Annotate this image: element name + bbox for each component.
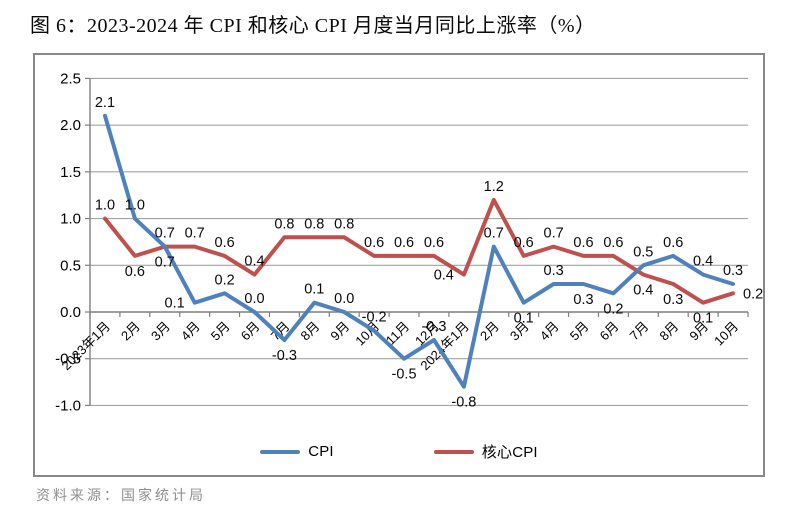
svg-text:-0.8: -0.8 (451, 395, 476, 411)
svg-text:0.8: 0.8 (334, 216, 354, 232)
svg-text:4月: 4月 (537, 319, 562, 344)
svg-text:0.0: 0.0 (60, 304, 81, 321)
svg-text:2.1: 2.1 (95, 95, 115, 111)
svg-text:0.4: 0.4 (434, 268, 454, 284)
svg-text:0.5: 0.5 (633, 244, 653, 260)
svg-text:0.6: 0.6 (573, 235, 593, 251)
svg-text:4月: 4月 (178, 319, 203, 344)
svg-text:5月: 5月 (208, 319, 233, 344)
svg-text:0.6: 0.6 (364, 235, 384, 251)
svg-text:0.2: 0.2 (743, 286, 763, 302)
svg-text:-0.5: -0.5 (55, 351, 81, 368)
svg-text:0.7: 0.7 (155, 255, 175, 271)
svg-text:0.3: 0.3 (573, 292, 593, 308)
svg-text:0.5: 0.5 (60, 257, 81, 274)
svg-text:7月: 7月 (627, 319, 652, 344)
svg-text:0.4: 0.4 (244, 254, 264, 270)
source-note: 资料来源：国家统计局 (36, 489, 206, 504)
chart-legend: CPI 核心CPI (35, 441, 763, 462)
svg-text:2月: 2月 (477, 319, 502, 344)
svg-text:0.1: 0.1 (165, 296, 185, 312)
svg-text:2月: 2月 (118, 319, 143, 344)
svg-text:3月: 3月 (148, 319, 173, 344)
svg-text:1.0: 1.0 (60, 211, 81, 228)
svg-text:0.1: 0.1 (693, 311, 713, 327)
svg-text:1.0: 1.0 (95, 198, 115, 214)
svg-text:8月: 8月 (656, 319, 681, 344)
svg-text:0.8: 0.8 (304, 216, 324, 232)
svg-text:2.0: 2.0 (60, 117, 81, 134)
svg-text:0.6: 0.6 (215, 235, 235, 251)
svg-text:1.2: 1.2 (484, 179, 504, 195)
svg-text:0.3: 0.3 (723, 263, 743, 279)
svg-text:0.4: 0.4 (693, 254, 713, 270)
svg-text:0.8: 0.8 (274, 216, 294, 232)
svg-text:0.1: 0.1 (304, 282, 324, 298)
chart-frame: -1.0 -0.5 0.0 0.5 1.0 1.5 2.0 2.5 2023年1月 2月 3月 4月 5… (33, 53, 765, 477)
svg-text:0.6: 0.6 (663, 235, 683, 251)
svg-text:0.6: 0.6 (125, 264, 145, 280)
svg-text:8月: 8月 (298, 319, 323, 344)
legend-label-core-cpi: 核心CPI (481, 444, 538, 461)
svg-text:0.4: 0.4 (633, 283, 653, 299)
svg-text:1.5: 1.5 (60, 164, 81, 181)
svg-text:0.6: 0.6 (514, 235, 534, 251)
legend-item-cpi: CPI (260, 443, 334, 460)
svg-text:0.3: 0.3 (663, 292, 683, 308)
chart-title: 图 6：2023-2024 年 CPI 和核心 CPI 月度当月同比上涨率（%） (30, 15, 596, 37)
svg-text:7月: 7月 (268, 319, 293, 344)
svg-text:0.6: 0.6 (424, 235, 444, 251)
core-cpi-line-swatch (433, 449, 474, 454)
svg-text:2023年1月: 2023年1月 (59, 319, 114, 374)
svg-text:0.7: 0.7 (544, 226, 564, 242)
svg-text:9月: 9月 (327, 319, 352, 344)
svg-text:0.0: 0.0 (334, 291, 354, 307)
svg-text:-0.3: -0.3 (421, 319, 446, 335)
svg-text:-0.3: -0.3 (272, 348, 297, 364)
legend-item-core-cpi: 核心CPI (433, 441, 538, 462)
svg-text:6月: 6月 (238, 319, 263, 344)
svg-text:0.6: 0.6 (394, 235, 414, 251)
svg-text:-1.0: -1.0 (55, 397, 81, 414)
svg-text:-0.2: -0.2 (362, 310, 387, 326)
svg-text:-0.5: -0.5 (392, 367, 417, 383)
svg-text:6月: 6月 (597, 319, 622, 344)
svg-text:0.3: 0.3 (544, 263, 564, 279)
svg-text:0.2: 0.2 (215, 272, 235, 288)
svg-text:10月: 10月 (711, 319, 741, 349)
cpi-line-swatch (260, 449, 301, 454)
svg-text:0.0: 0.0 (244, 291, 264, 307)
svg-text:0.7: 0.7 (185, 226, 205, 242)
svg-text:0.7: 0.7 (155, 226, 175, 242)
svg-text:0.6: 0.6 (603, 235, 623, 251)
svg-text:0.7: 0.7 (484, 226, 504, 242)
svg-text:5月: 5月 (567, 319, 592, 344)
legend-label-cpi: CPI (308, 443, 334, 460)
svg-text:0.2: 0.2 (603, 301, 623, 317)
svg-text:2.5: 2.5 (60, 70, 81, 87)
svg-text:1.0: 1.0 (125, 198, 145, 214)
svg-text:0.1: 0.1 (514, 311, 534, 327)
